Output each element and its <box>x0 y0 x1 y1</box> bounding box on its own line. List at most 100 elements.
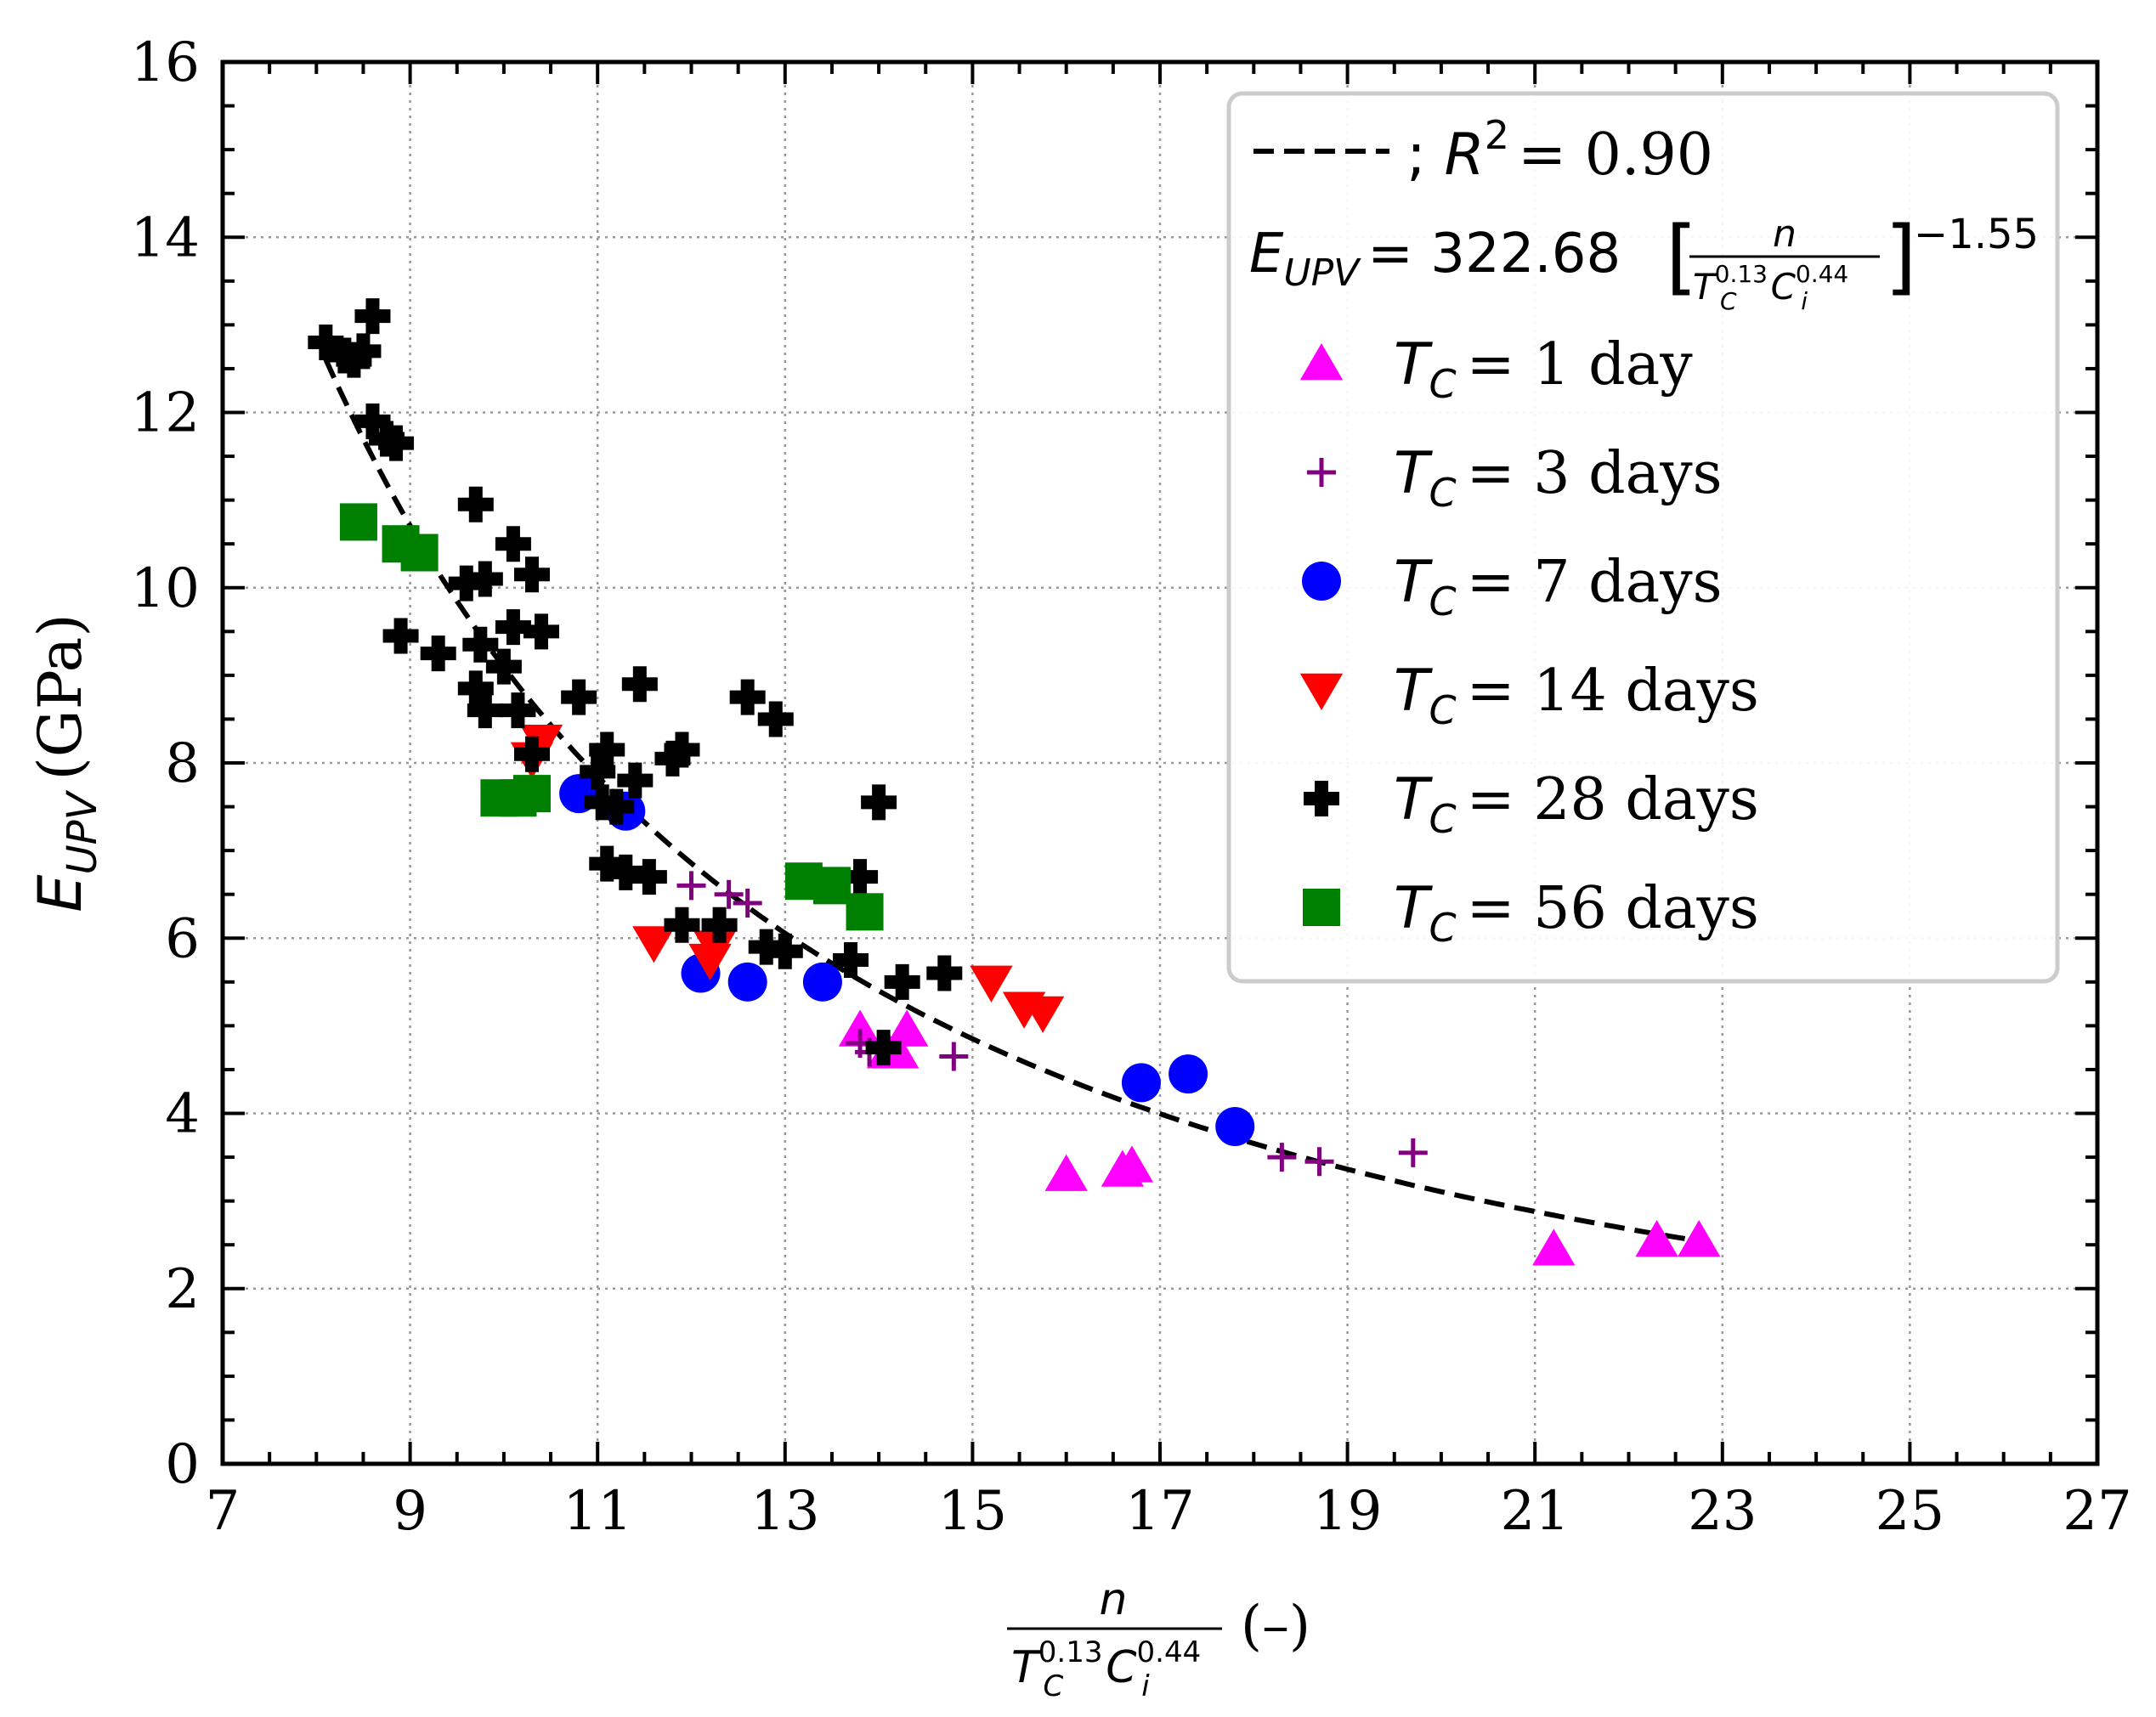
svg-text:EUPV(GPa): EUPV (GPa) <box>25 613 106 912</box>
eq-den-c: C <box>1771 266 1797 308</box>
data-point <box>448 565 484 602</box>
y-axis-label: EUPV (GPa) <box>25 613 106 912</box>
x-label-den-t-sub: C <box>1043 1669 1063 1703</box>
data-point <box>467 561 503 597</box>
x-tick-label: 17 <box>1125 1480 1194 1543</box>
data-point <box>1532 1228 1576 1266</box>
data-point <box>865 1030 902 1066</box>
data-point <box>861 784 897 821</box>
x-label-den-c-sub: i <box>1141 1669 1150 1703</box>
y-tick-label: 4 <box>165 1083 200 1146</box>
x-tick-label: 15 <box>938 1480 1007 1543</box>
eq-exponent: −1.55 <box>1914 211 2039 258</box>
eq-numerator: n <box>1773 212 1797 256</box>
data-point <box>631 859 667 895</box>
data-point <box>632 926 676 963</box>
x-label-den-c-sup: 0.44 <box>1137 1635 1202 1669</box>
data-point <box>495 526 531 562</box>
data-point <box>1215 1106 1255 1146</box>
y-label-symbol: E <box>25 874 95 912</box>
legend-marker <box>1307 458 1336 487</box>
legend: ; R2 = 0.90 EUPV = 322.68 [ n T0.13 C C0.44 i… <box>1226 91 2060 984</box>
data-point <box>1398 1138 1428 1167</box>
data-point <box>513 736 550 772</box>
data-point <box>654 740 691 777</box>
eq-lhs-sub: UPV <box>1283 251 1361 295</box>
x-tick-label: 7 <box>206 1480 240 1543</box>
data-point <box>838 1009 882 1047</box>
data-point <box>500 692 536 729</box>
data-point <box>462 626 499 663</box>
data-point <box>495 609 531 646</box>
legend-label: TC = 3 days <box>1394 440 1723 516</box>
data-point <box>485 648 522 685</box>
data-point <box>846 893 884 931</box>
data-point <box>767 933 803 969</box>
data-point <box>561 679 597 715</box>
data-point <box>621 666 658 703</box>
x-label-unit: (–) <box>1241 1595 1310 1658</box>
data-point <box>1635 1220 1678 1257</box>
legend-marker <box>1304 781 1339 816</box>
legend-label: TC = 14 days <box>1394 658 1759 733</box>
x-tick-label: 25 <box>1876 1480 1944 1543</box>
data-point <box>378 425 415 461</box>
plot-frame <box>220 59 2100 1466</box>
data-point <box>589 731 625 768</box>
data-point <box>523 613 560 650</box>
legend-fit-value: = 0.90 <box>1518 121 1713 189</box>
data-point <box>580 754 616 790</box>
data-point <box>608 854 644 890</box>
x-tick-label: 19 <box>1313 1480 1382 1543</box>
x-axis-label: n T0.13 C C0.44 i (–) <box>1007 1574 1310 1703</box>
data-point <box>400 534 439 572</box>
legend-box <box>1226 91 2060 984</box>
data-point <box>336 342 372 378</box>
data-point <box>598 788 635 825</box>
data-point <box>1678 1220 1721 1257</box>
data-points <box>308 298 1721 1266</box>
data-point <box>701 907 738 943</box>
y-tick-label: 14 <box>131 206 200 269</box>
y-tick-label: 2 <box>165 1258 200 1321</box>
data-point <box>970 965 1013 1003</box>
data-point <box>354 298 391 335</box>
data-point <box>617 762 654 799</box>
eq-lhs: E <box>1249 223 1284 285</box>
data-point <box>833 942 869 979</box>
y-tick-label: 16 <box>131 31 200 94</box>
data-point <box>589 845 625 882</box>
legend-label: TC = 7 days <box>1394 549 1723 624</box>
data-point <box>748 929 784 965</box>
data-point <box>512 775 551 813</box>
legend-fit-r: R <box>1445 121 1485 189</box>
legend-series-entries: TC = 1 day TC = 3 days TC = 7 days TC = 14 days… <box>1299 331 1759 951</box>
legend-marker <box>1302 562 1341 601</box>
y-tick-label: 6 <box>165 907 200 970</box>
data-point <box>842 859 879 895</box>
data-point <box>676 871 706 901</box>
legend-fit-label: ; R2 = 0.90 <box>1406 112 1713 189</box>
y-tick-label: 0 <box>165 1433 200 1496</box>
data-point <box>1267 1143 1297 1172</box>
eq-bracket-right: ] <box>1885 209 1916 304</box>
legend-fit-r-sup: 2 <box>1485 112 1509 158</box>
legend-marker <box>1303 889 1340 926</box>
data-point <box>339 503 377 541</box>
data-point <box>457 670 494 707</box>
x-tick-label: 27 <box>2063 1480 2131 1543</box>
data-point <box>519 725 563 762</box>
data-point <box>354 403 391 439</box>
data-point <box>733 889 762 918</box>
x-label-den-t: T <box>1011 1642 1042 1693</box>
x-tick-label: 13 <box>750 1480 819 1543</box>
data-point <box>1169 1054 1208 1094</box>
data-point <box>1021 996 1065 1033</box>
data-point <box>727 962 767 1002</box>
y-label-unit: (GPa) <box>25 613 95 780</box>
x-label-den-t-sup: 0.13 <box>1038 1635 1103 1669</box>
data-point <box>714 879 744 909</box>
y-label-subscript: UPV <box>59 789 106 874</box>
